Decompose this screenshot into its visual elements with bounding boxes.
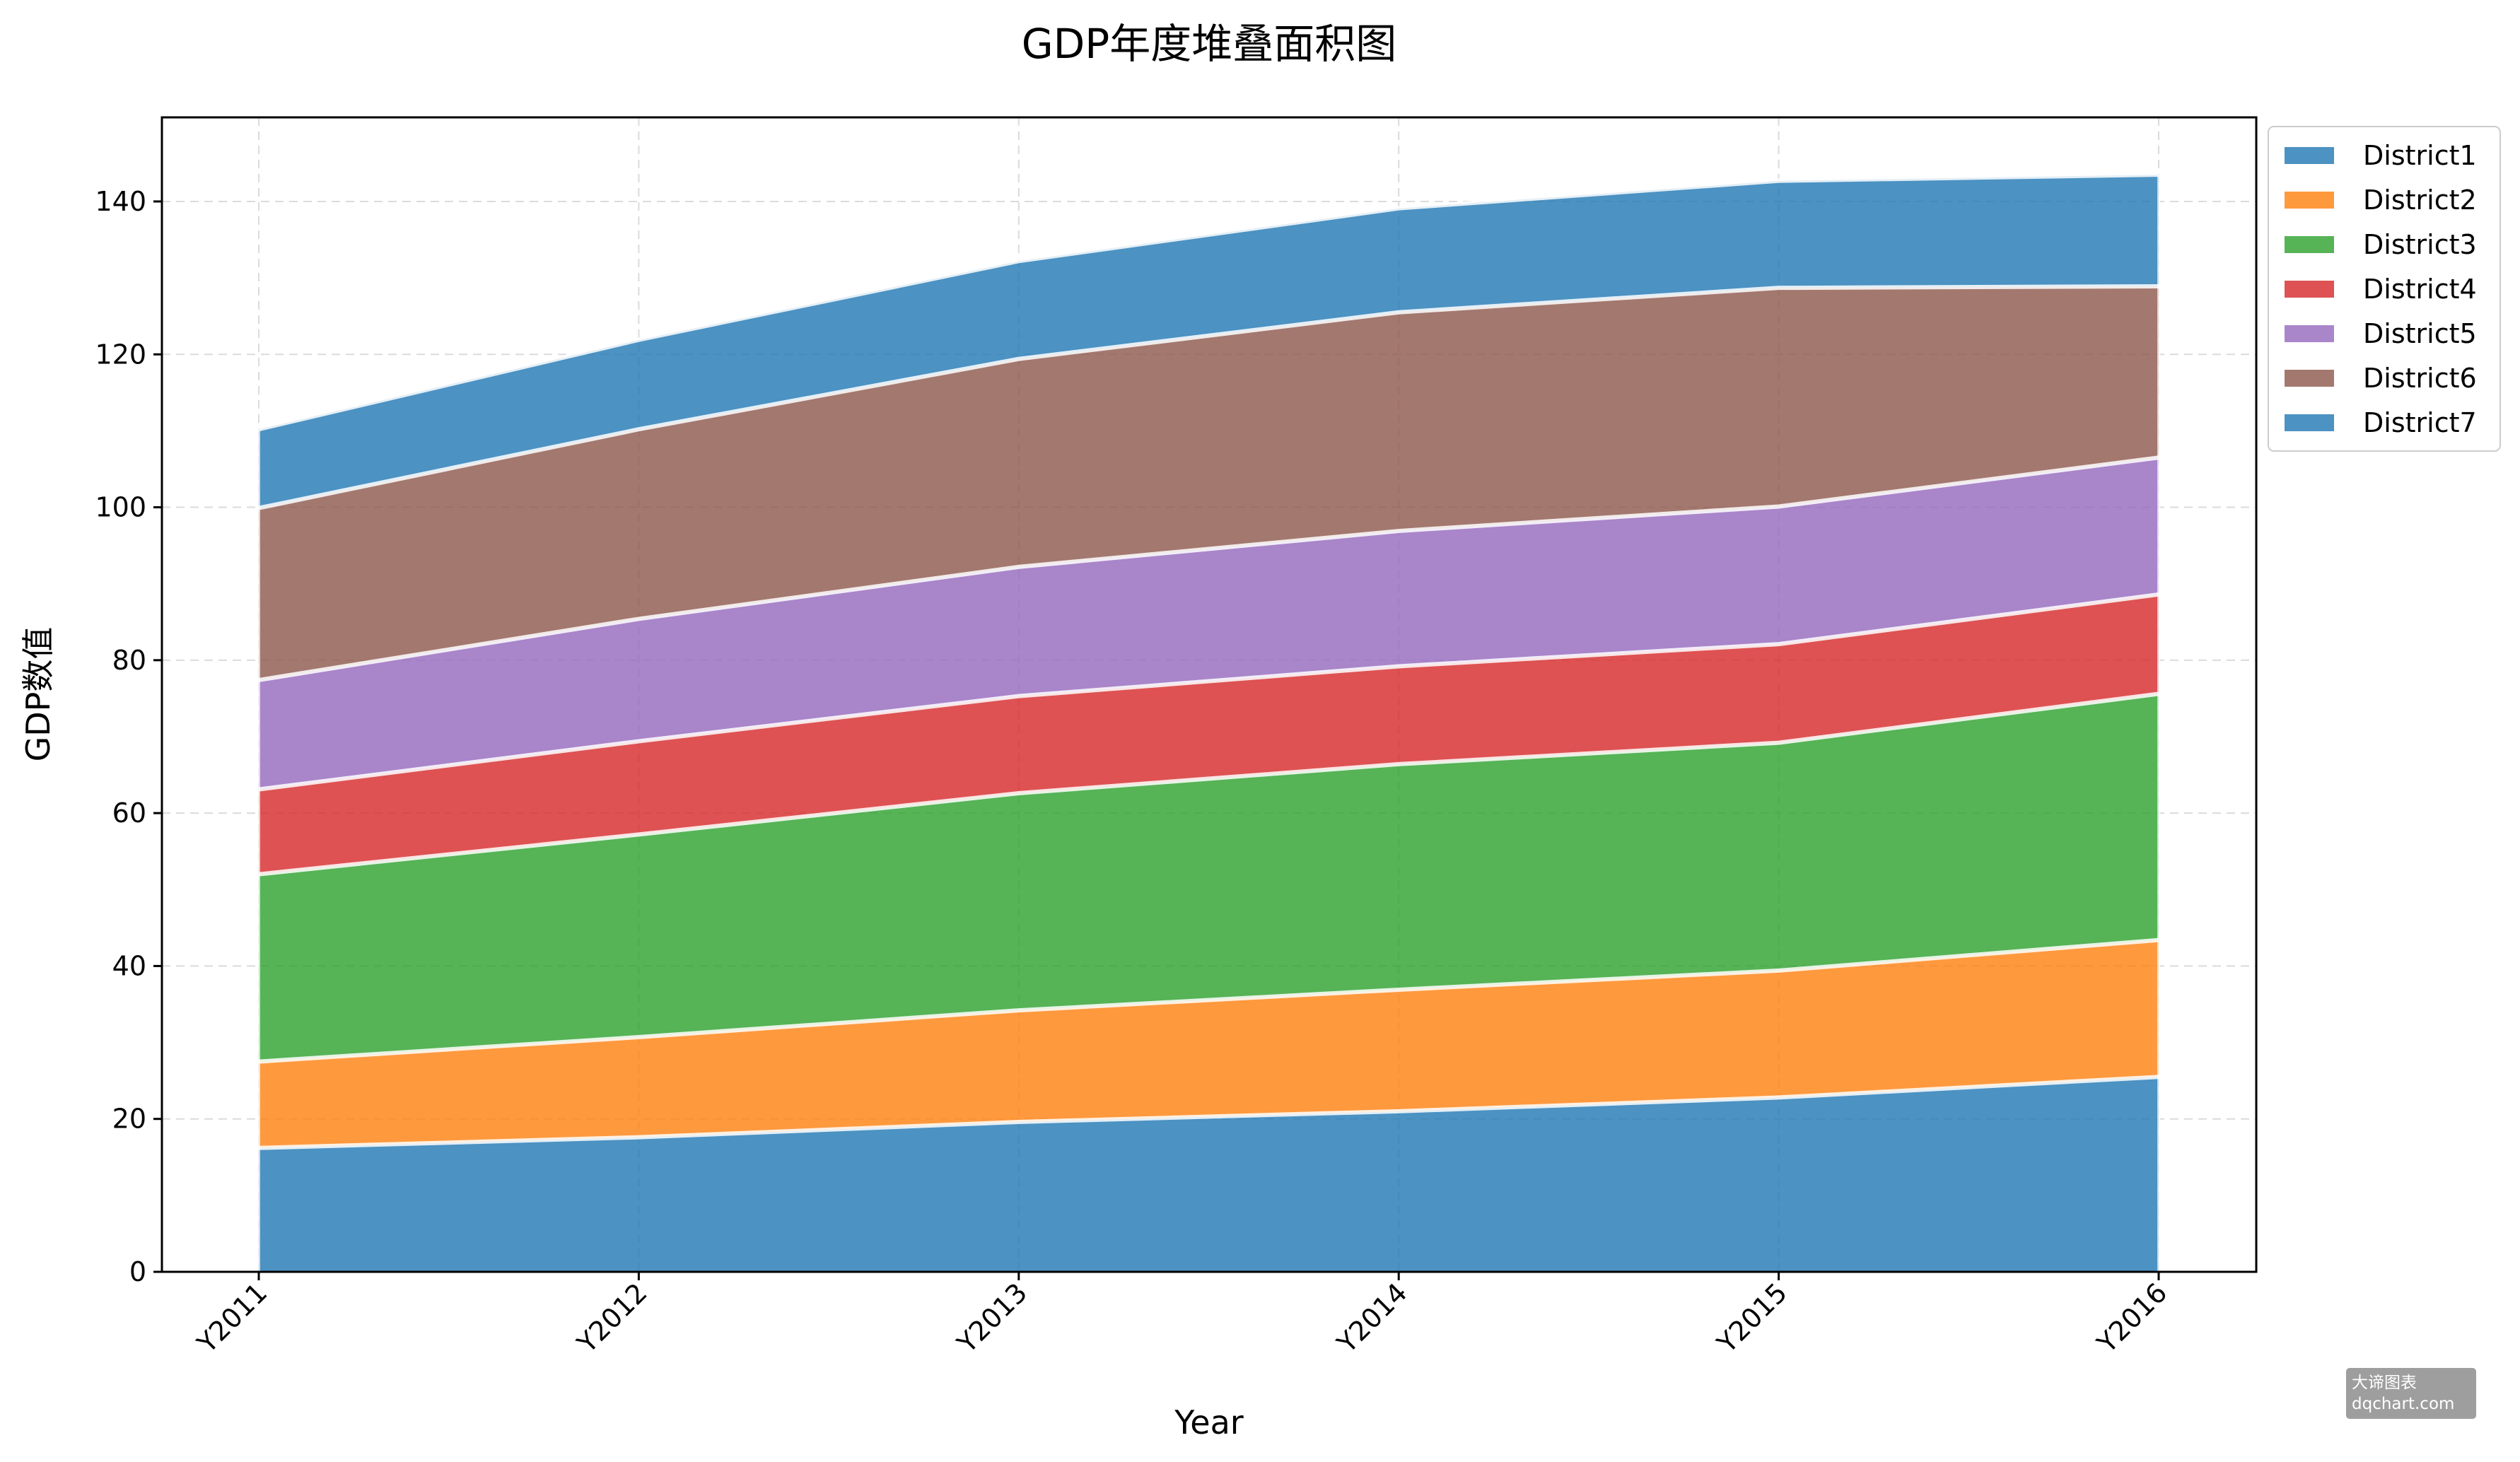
- watermark-line1: 大谛图表: [2352, 1374, 2417, 1392]
- legend-label: District7: [2363, 407, 2477, 438]
- y-tick-label: 40: [112, 950, 146, 981]
- legend-item-district7[interactable]: District7: [2283, 407, 2477, 438]
- legend-swatch: [2283, 413, 2335, 433]
- legend-label: District4: [2363, 274, 2477, 305]
- legend-label: District3: [2363, 229, 2477, 260]
- x-axis: Y2011 Y2012 Y2013 Y2014 Y2015 Y2016: [191, 1272, 2174, 1359]
- legend-swatch: [2283, 324, 2335, 344]
- plot-frame: [161, 116, 2258, 1273]
- boundary-district1: [258, 1075, 2159, 1150]
- chart-title: GDP年度堆叠面积图: [1022, 20, 1397, 68]
- boundary-district6: [258, 284, 2159, 510]
- legend-swatch: [2283, 279, 2335, 299]
- area-district7: [259, 175, 2159, 508]
- boundary-district2: [258, 937, 2159, 1064]
- y-tick-label: 20: [112, 1104, 146, 1135]
- legend-item-district1[interactable]: District1: [2283, 140, 2477, 171]
- legend[interactable]: District1 District2 District3 District4 Dist…: [2268, 126, 2501, 452]
- x-tick-label: Y2011: [191, 1277, 274, 1359]
- legend-label: District5: [2363, 318, 2477, 349]
- y-tick-label: 100: [95, 492, 146, 523]
- legend-item-district5[interactable]: District5: [2283, 318, 2477, 349]
- legend-swatch: [2283, 368, 2335, 388]
- x-tick-label: Y2013: [951, 1277, 1034, 1359]
- plot-boundaries: [257, 172, 2160, 1272]
- y-tick-label: 60: [112, 797, 146, 829]
- area-district2: [259, 940, 2159, 1148]
- x-axis-label: Year: [1174, 1403, 1243, 1441]
- x-tick-label: Y2015: [1710, 1277, 1793, 1359]
- boundary-district5: [258, 455, 2159, 682]
- x-tick-label: Y2014: [1331, 1277, 1413, 1359]
- plot-areas: [259, 175, 2159, 1272]
- y-axis-label: GDP数值: [19, 627, 57, 762]
- legend-swatch: [2283, 146, 2335, 165]
- area-district5: [259, 457, 2159, 790]
- watermark-line2: dqchart.com: [2352, 1395, 2455, 1413]
- y-axis: 0 20 40 60 80 100 120 140: [95, 186, 162, 1287]
- y-tick-label: 140: [95, 186, 146, 217]
- watermark-badge: 大谛图表 dqchart.com: [2346, 1368, 2476, 1419]
- legend-label: District2: [2363, 185, 2477, 216]
- boundary-district4: [258, 592, 2159, 792]
- area-district1: [259, 1077, 2159, 1272]
- boundary-district3: [258, 691, 2159, 877]
- legend-item-district3[interactable]: District3: [2283, 229, 2477, 260]
- area-district4: [259, 594, 2159, 875]
- y-tick-label: 0: [129, 1256, 146, 1287]
- boundary-district7: [258, 172, 2159, 432]
- y-tick-label: 120: [95, 339, 146, 370]
- legend-item-district6[interactable]: District6: [2283, 363, 2477, 394]
- legend-swatch: [2283, 235, 2335, 255]
- area-district3: [259, 694, 2159, 1062]
- legend-label: District1: [2363, 140, 2477, 171]
- legend-swatch: [2283, 190, 2335, 210]
- x-tick-label: Y2016: [2091, 1277, 2174, 1359]
- legend-label: District6: [2363, 363, 2477, 394]
- legend-item-district4[interactable]: District4: [2283, 274, 2477, 305]
- x-tick-label: Y2012: [571, 1277, 653, 1359]
- legend-item-district2[interactable]: District2: [2283, 185, 2477, 216]
- y-tick-label: 80: [112, 645, 146, 676]
- area-district6: [259, 286, 2159, 680]
